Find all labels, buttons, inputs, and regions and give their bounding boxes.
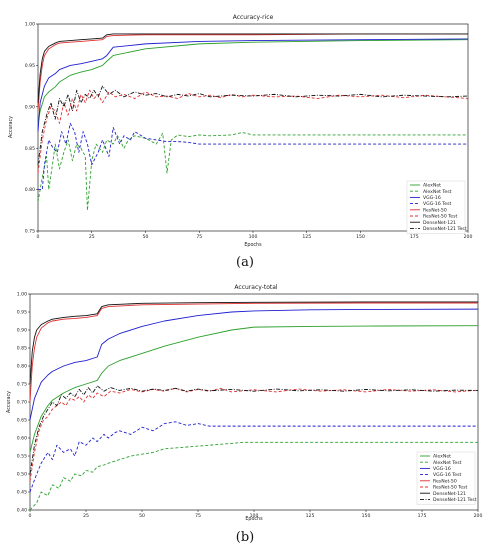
legend-box xyxy=(416,451,476,505)
subfigure-label-a: (a) xyxy=(236,255,254,270)
series-line-densenet-121-test xyxy=(37,85,469,165)
y-axis-label-a: Accuracy xyxy=(8,116,14,138)
x-tick-label: 175 xyxy=(410,234,419,240)
chart-title-a: Accuracy-rice xyxy=(233,14,274,21)
x-axis-label-b: Epochs xyxy=(245,516,263,522)
series-line-resnet-50 xyxy=(37,33,468,111)
chart-panel-b: Accuracy-total 0 25 50 75 100 125 150 175 200 0.4… xyxy=(6,284,482,545)
x-tick-label: 175 xyxy=(418,513,427,519)
series-line-alexnet-test xyxy=(29,441,478,511)
y-tick-label: 0.85 xyxy=(25,146,35,152)
subfigure-label-b: (b) xyxy=(236,530,254,545)
y-tick-label: 0.80 xyxy=(17,364,27,370)
chart-title-b: Accuracy-total xyxy=(234,284,278,291)
x-tick-label: 125 xyxy=(306,513,315,519)
x-tick-label: 200 xyxy=(464,234,473,240)
x-tick-label: 150 xyxy=(362,513,371,519)
y-tick-label: 0.50 xyxy=(17,472,27,478)
series-line-alexnet-test xyxy=(37,132,468,211)
series-line-alexnet xyxy=(37,39,469,124)
x-axis-label-a: Epochs xyxy=(244,242,262,248)
x-tick-label: 100 xyxy=(249,234,258,240)
chart-panel-a: Accuracy-rice 0 25 50 75 100 125 150 175 200 0.75… xyxy=(8,14,472,270)
x-tick-label: 200 xyxy=(474,513,483,519)
y-tick-label: 0.60 xyxy=(17,436,27,442)
y-tick-label: 0.55 xyxy=(17,454,27,460)
plot-frame-a xyxy=(37,23,469,232)
series-line-densenet-121 xyxy=(29,301,478,385)
y-tick-label: 0.80 xyxy=(25,187,35,193)
series-line-resnet-50 xyxy=(29,302,478,403)
series-line-resnet-50-test xyxy=(29,387,479,482)
y-tick-label: 0.75 xyxy=(25,229,35,235)
legend-entry: ResNet-50 xyxy=(433,478,457,484)
legend-entry: VGG-16 xyxy=(423,195,441,201)
x-tick-label: 50 xyxy=(143,234,149,240)
x-tick-label: 100 xyxy=(250,513,259,519)
plot-area-a: 0 25 50 75 100 125 150 175 200 0.75 0.80 0.85 0.90 0.… xyxy=(25,22,473,240)
x-tick-label: 25 xyxy=(89,234,95,240)
y-tick-label: 0.95 xyxy=(25,63,35,69)
legend-entry: AlexNet Test xyxy=(423,189,452,195)
x-tick-label: 0 xyxy=(37,234,40,240)
x-tick-label: 50 xyxy=(139,513,145,519)
plot-area-b: 0 25 50 75 100 125 150 175 200 0.40 0.45 0.50 0.55 0.… xyxy=(17,292,483,519)
series-line-resnet-50-test xyxy=(37,89,469,174)
series-line-vgg-16-test xyxy=(29,421,478,493)
series-line-vgg-16 xyxy=(29,308,479,421)
legend-entry: VGG-16 Test xyxy=(433,472,461,478)
series-line-vgg-16-test xyxy=(38,122,468,191)
y-axis-label-b: Accuracy xyxy=(6,391,12,413)
series-line-densenet-121 xyxy=(37,33,468,103)
legend-entry: DenseNet-121 xyxy=(433,491,466,497)
y-tick-label: 0.40 xyxy=(17,508,27,514)
y-tick-label: 0.90 xyxy=(25,104,35,110)
legend-entry: DenseNet-121 Test xyxy=(433,497,477,503)
legend-entry: DenseNet-121 xyxy=(423,220,456,226)
legend-entry: AlexNet Test xyxy=(433,460,462,466)
series-line-alexnet xyxy=(29,325,479,453)
x-tick-label: 0 xyxy=(29,513,32,519)
y-tick-label: 1.00 xyxy=(17,292,27,298)
plot-frame-b xyxy=(29,293,479,511)
series-line-vgg-16 xyxy=(37,38,469,132)
x-tick-label: 75 xyxy=(195,513,201,519)
x-tick-label: 25 xyxy=(83,513,89,519)
y-tick-label: 0.85 xyxy=(17,346,27,352)
y-tick-label: 0.65 xyxy=(17,418,27,424)
legend-entry: VGG-16 xyxy=(433,466,451,472)
legend-entry: AlexNet xyxy=(423,183,441,189)
y-tick-label: 1.00 xyxy=(25,22,35,28)
x-tick-label: 75 xyxy=(196,234,202,240)
legend-box xyxy=(406,180,466,234)
legend-entry: ResNet-50 xyxy=(423,207,447,213)
y-tick-label: 0.70 xyxy=(17,400,27,406)
y-tick-label: 0.45 xyxy=(17,490,27,496)
y-tick-label: 0.95 xyxy=(17,310,27,316)
x-tick-label: 125 xyxy=(302,234,311,240)
series-line-densenet-121-test xyxy=(29,385,479,475)
legend-entry: ResNet-50 Test xyxy=(433,485,467,491)
y-tick-label: 0.90 xyxy=(17,328,27,334)
x-tick-label: 150 xyxy=(356,234,365,240)
legend-entry: VGG-16 Test xyxy=(423,201,451,207)
legend-entry: AlexNet xyxy=(433,454,451,460)
y-tick-label: 0.75 xyxy=(17,382,27,388)
legend-entry: ResNet-50 Test xyxy=(423,214,457,220)
legend-entry: DenseNet-121 Test xyxy=(423,226,467,232)
